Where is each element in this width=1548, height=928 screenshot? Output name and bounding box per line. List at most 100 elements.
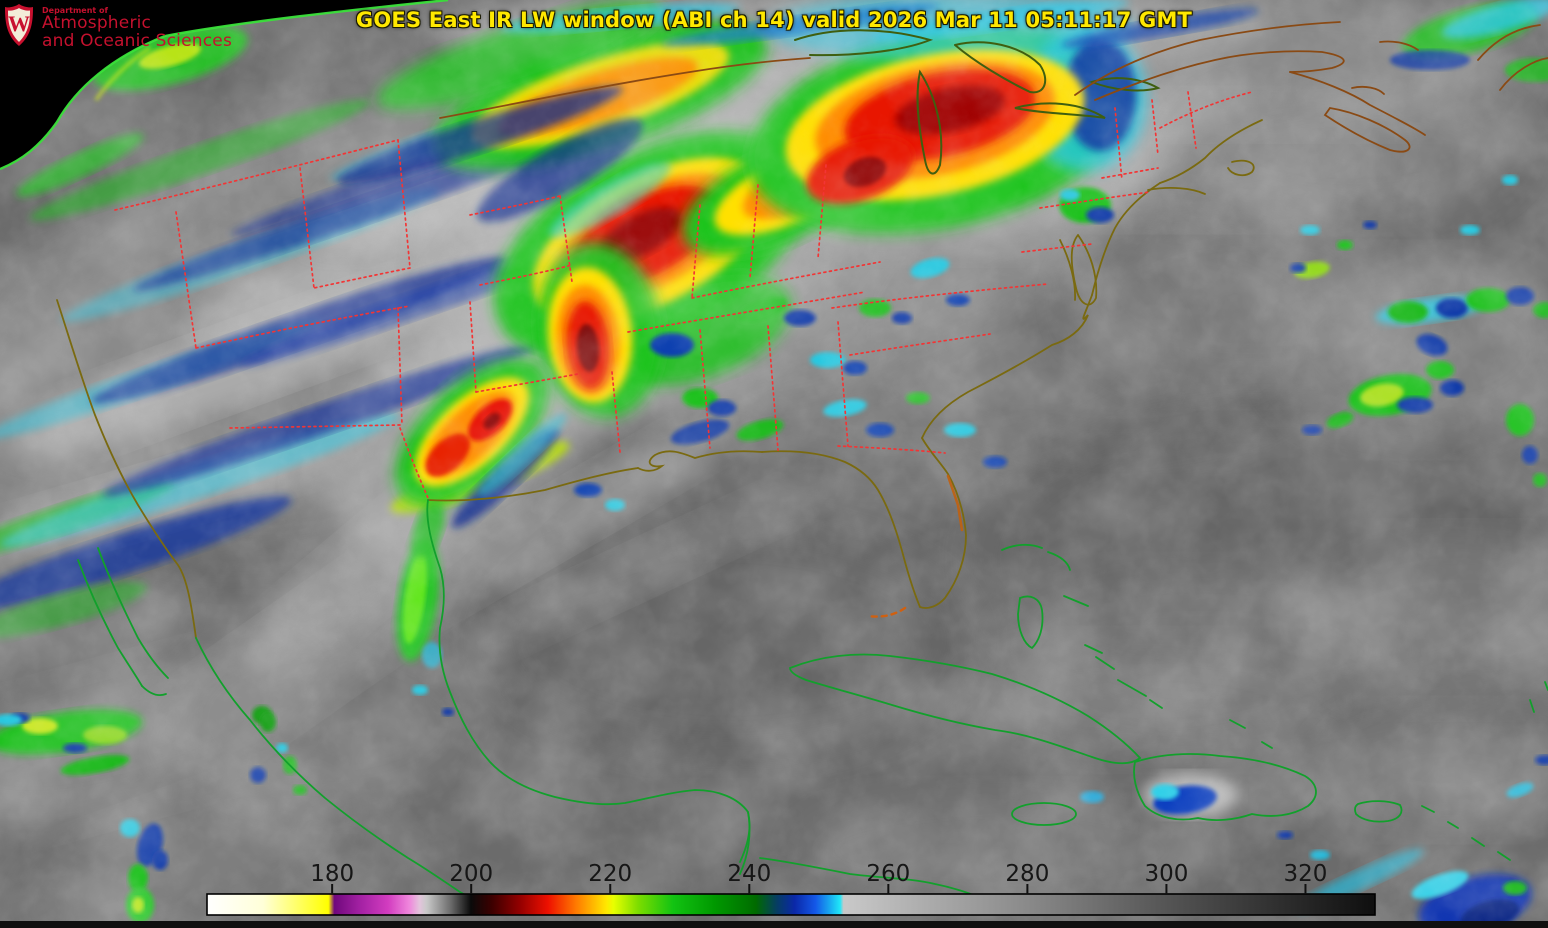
- logo-dept-line: Department of: [42, 6, 109, 15]
- decor-path: [1147, 187, 1206, 195]
- decor-path: [479, 264, 573, 286]
- decor-path: [8, 8, 30, 42]
- decor-path: [1059, 239, 1076, 301]
- baja-tip: [141, 685, 167, 697]
- decor-path: [837, 321, 849, 447]
- decor-path: [175, 211, 197, 349]
- crest-letter: W: [8, 11, 30, 36]
- mexico-gulf-coast: [426, 499, 751, 863]
- decor-path: [1187, 91, 1197, 149]
- decor-path: [837, 445, 946, 454]
- decor-path: [1063, 595, 1163, 709]
- decor-path: [1289, 71, 1426, 136]
- decor-path: [1499, 57, 1548, 91]
- nova-scotia-outline: [1323, 107, 1411, 153]
- decor-path: [399, 427, 429, 499]
- decor-path: [1229, 719, 1273, 749]
- decor-path: [397, 139, 411, 269]
- decor-path: [397, 307, 403, 426]
- decor-path: [794, 29, 934, 57]
- colorbar-ticks: 180 200 220 240 260 280 300 320: [310, 861, 1327, 894]
- decor-path: [1101, 167, 1159, 179]
- state-borders: [114, 91, 1253, 499]
- decor-path: [229, 424, 401, 429]
- decor-path: [691, 261, 881, 299]
- decor-path: [1047, 551, 1071, 571]
- colorbar-tick-label: 180: [310, 861, 354, 887]
- decor-g: [794, 29, 1161, 175]
- decor-g: [56, 119, 1263, 639]
- florida-outline: [761, 437, 967, 609]
- uw-crest-icon: W: [5, 4, 33, 46]
- decor-path: [849, 333, 991, 356]
- decor-path: [313, 267, 411, 289]
- pacific-coast: [56, 299, 197, 639]
- decor-path: [627, 291, 866, 333]
- image-title: GOES East IR LW window (ABI ch 14) valid…: [355, 8, 1193, 32]
- florida-keys: [866, 606, 907, 618]
- decor-path: [1039, 191, 1151, 209]
- earth-limb: [0, 0, 449, 171]
- decor-path: [749, 184, 759, 279]
- colorbar-tick-label: 200: [449, 861, 493, 887]
- logo-line2: and Oceanic Sciences: [42, 31, 232, 52]
- cuba-outline: [789, 653, 1142, 765]
- decor-path: [739, 811, 751, 875]
- decor-path: [299, 167, 315, 289]
- decor-path: [759, 857, 991, 903]
- andros-outline: [1017, 595, 1044, 650]
- colorbar-tick-label: 300: [1144, 861, 1188, 887]
- decor-path: [954, 41, 1047, 94]
- colorbar-gradient-bar: [206, 893, 1376, 916]
- mexico-pacific-coast: [195, 637, 521, 914]
- puerto-rico-outline: [1354, 800, 1403, 823]
- decor-path: [475, 373, 579, 393]
- colorbar: 180 200 220 240 260 280 300 320: [206, 861, 1376, 916]
- decor-path: [195, 305, 411, 349]
- logo-line1: Atmospheric: [42, 13, 152, 34]
- hispaniola-outline: [1133, 753, 1317, 821]
- colorbar-tick-label: 240: [727, 861, 771, 887]
- logo-text: Department of Atmospheric and Oceanic Sc…: [42, 3, 232, 51]
- decor-path: [1477, 24, 1541, 61]
- decor-path: [97, 547, 169, 679]
- us-canada-border: [439, 57, 811, 119]
- decor-path: [1351, 85, 1385, 95]
- decor-path: [946, 474, 964, 532]
- decor-path: [1227, 159, 1255, 177]
- decor-g: [439, 21, 1548, 153]
- decor-path: [1074, 21, 1341, 96]
- decor-path: [427, 467, 639, 502]
- decor-path: [1094, 50, 1345, 101]
- decor-path: [469, 195, 561, 216]
- bottom-strip: [0, 921, 1548, 928]
- uw-aos-logo: W Department of Atmospheric and Oceanic …: [4, 3, 232, 51]
- decor-path: [114, 139, 399, 211]
- decor-path: [1421, 681, 1548, 861]
- decor-path: [1021, 243, 1093, 253]
- maine-coast: [1159, 119, 1263, 184]
- decor-g: [77, 499, 1548, 914]
- decor-path: [1001, 543, 1043, 551]
- decor-path: [1088, 77, 1161, 92]
- decor-path: [1091, 182, 1161, 296]
- decor-path: [921, 294, 1093, 439]
- decor-path: [611, 371, 621, 453]
- colorbar-tick-label: 220: [588, 861, 632, 887]
- decor-path: [559, 195, 573, 283]
- colorbar-tick-label: 280: [1005, 861, 1049, 887]
- decor-path: [469, 301, 477, 393]
- decor-path: [691, 204, 701, 299]
- decor-path: [817, 164, 827, 259]
- decor-path: [1014, 102, 1106, 119]
- gulf-coast: [637, 450, 763, 472]
- decor-path: [1151, 99, 1159, 156]
- colorbar-tick-label: 320: [1284, 861, 1328, 887]
- decor-path: [94, 46, 151, 101]
- space-limb: [0, 0, 449, 171]
- jamaica-outline: [1011, 802, 1077, 826]
- decor-path: [1114, 107, 1123, 181]
